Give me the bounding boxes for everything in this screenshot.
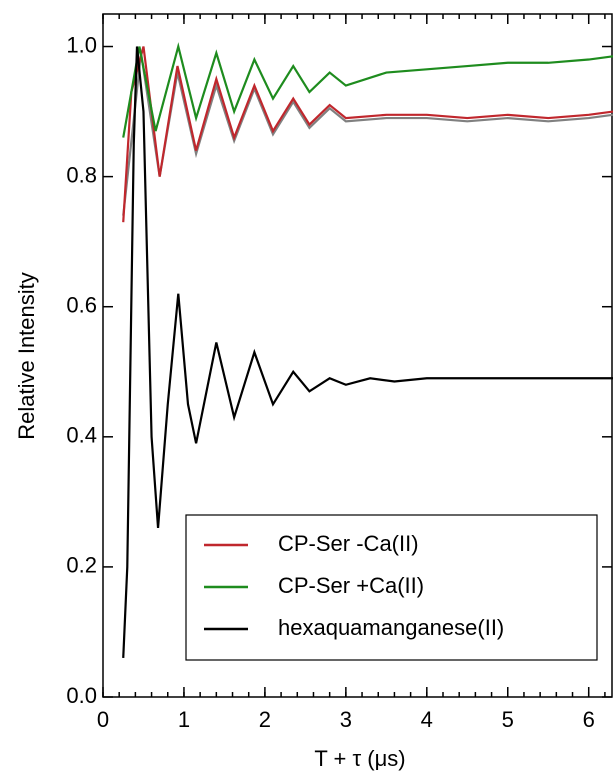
- x-axis-label: T + τ (μs): [314, 746, 405, 771]
- y-tick-label: 0.4: [66, 423, 97, 448]
- x-tick-label: 5: [502, 707, 514, 732]
- x-tick-label: 6: [583, 707, 595, 732]
- series-line: [122, 46, 613, 223]
- x-tick-label: 4: [421, 707, 433, 732]
- x-tick-label: 2: [259, 707, 271, 732]
- y-tick-label: 0.6: [66, 293, 97, 318]
- series-line: [122, 42, 613, 138]
- y-tick-label: 0.8: [66, 162, 97, 187]
- series-line: [122, 52, 613, 216]
- x-tick-label: 1: [178, 707, 190, 732]
- y-tick-label: 0.0: [66, 683, 97, 708]
- legend-label: CP-Ser +Ca(II): [278, 573, 424, 598]
- legend-box: [185, 514, 598, 661]
- y-tick-label: 1.0: [66, 32, 97, 57]
- x-tick-label: 0: [97, 707, 109, 732]
- y-axis-label: Relative Intensity: [14, 272, 39, 440]
- legend-label: hexaquamanganese(II): [278, 615, 504, 640]
- series-line: [122, 46, 613, 659]
- x-tick-label: 3: [340, 707, 352, 732]
- y-tick-label: 0.2: [66, 553, 97, 578]
- legend-label: CP-Ser -Ca(II): [278, 531, 419, 556]
